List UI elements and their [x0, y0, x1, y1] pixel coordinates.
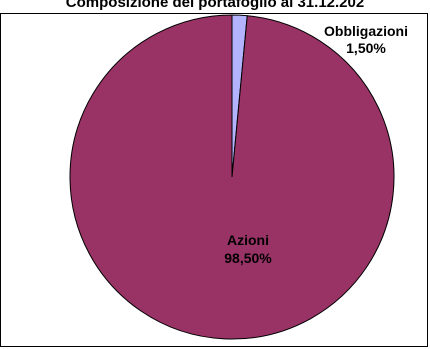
- slice-label-obbligazioni: Obbligazioni: [324, 23, 408, 39]
- slice-label-azioni: Azioni: [227, 232, 269, 248]
- slice-value-obbligazioni: 1,50%: [346, 40, 386, 56]
- pie-slice-azioni: [69, 14, 395, 340]
- chart-title: Composizione del portafoglio al 31.12.20…: [65, 0, 365, 11]
- slice-value-azioni: 98,50%: [224, 250, 272, 266]
- plot-area-border: [0, 13, 428, 347]
